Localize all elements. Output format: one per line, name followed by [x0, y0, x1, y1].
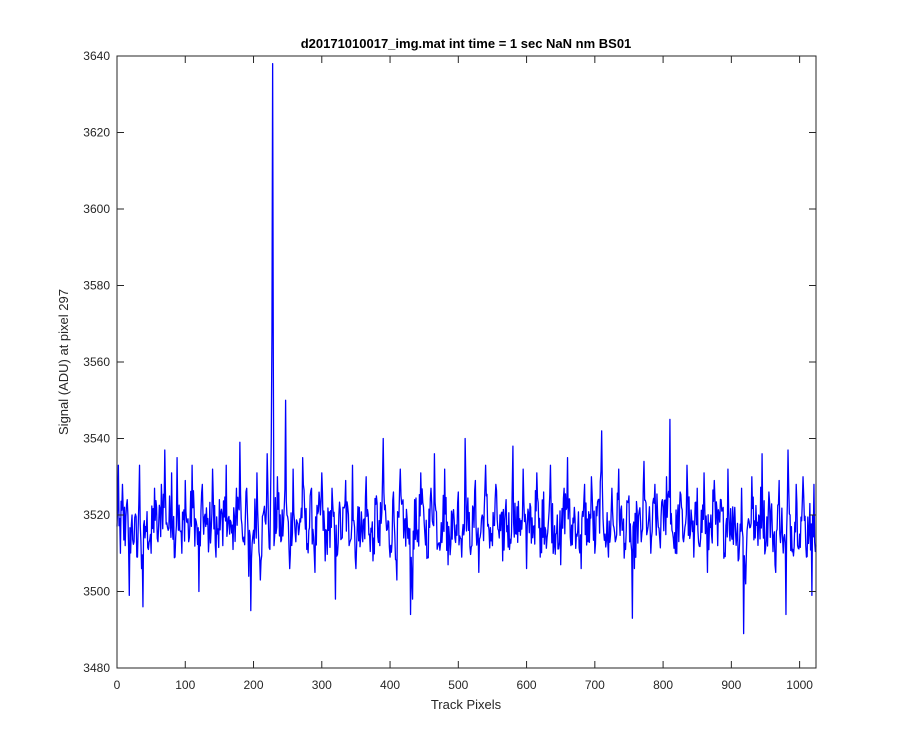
- y-tick-label: 3560: [83, 355, 110, 369]
- y-tick-label: 3640: [83, 49, 110, 63]
- series-layer: [116, 63, 817, 635]
- x-tick-label: 300: [312, 678, 332, 692]
- y-axis: 3480 3500 3520 3540 3560 3580 3600 3620 3640: [83, 49, 816, 675]
- x-tick-label: 500: [448, 678, 468, 692]
- x-tick-label: 600: [517, 678, 537, 692]
- y-tick-label: 3620: [83, 126, 110, 140]
- x-axis: 0 100 200 300 400 500 600 700 800 900 1000: [114, 56, 813, 692]
- y-tick-label: 3480: [83, 661, 110, 675]
- y-tick-label: 3500: [83, 585, 110, 599]
- y-tick-label: 3600: [83, 202, 110, 216]
- x-tick-label: 900: [721, 678, 741, 692]
- x-axis-label: Track Pixels: [431, 697, 502, 712]
- plot-area: [117, 56, 816, 668]
- x-tick-label: 200: [244, 678, 264, 692]
- x-tick-label: 400: [380, 678, 400, 692]
- x-tick-label: 1000: [786, 678, 813, 692]
- x-tick-label: 800: [653, 678, 673, 692]
- y-axis-label: Signal (ADU) at pixel 297: [56, 289, 71, 435]
- y-tick-label: 3540: [83, 432, 110, 446]
- series-line: [116, 63, 817, 635]
- x-tick-label: 0: [114, 678, 121, 692]
- y-tick-label: 3580: [83, 279, 110, 293]
- y-tick-label: 3520: [83, 508, 110, 522]
- x-tick-label: 100: [175, 678, 195, 692]
- chart-title: d20171010017_img.mat int time = 1 sec Na…: [301, 36, 632, 51]
- x-tick-label: 700: [585, 678, 605, 692]
